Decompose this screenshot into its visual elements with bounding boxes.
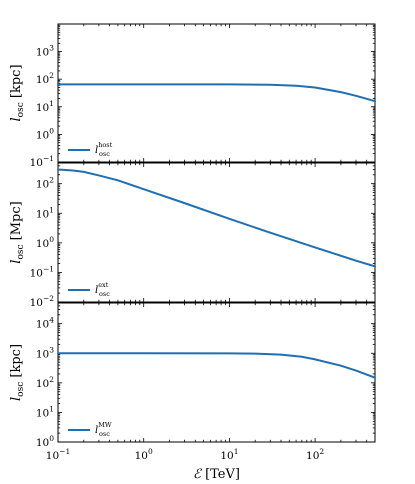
y-tick-label: 102	[36, 176, 54, 191]
y-tick-label: 101	[36, 404, 54, 419]
y-axis-label: losc [Mpc]	[9, 201, 26, 263]
y-tick-label: 10−1	[30, 264, 54, 279]
x-ticks	[57, 163, 376, 302]
y-tick-label: 10−2	[30, 294, 55, 309]
x-tick-label: 100	[135, 447, 153, 462]
x-ticks	[57, 24, 376, 162]
y-tick-label: 102	[36, 71, 54, 86]
series-line	[57, 168, 376, 268]
y-axis-label: losc [kpc]	[9, 344, 26, 401]
legend-label: lhost osc	[95, 141, 113, 158]
y-ticks	[58, 302, 375, 443]
x-ticks	[57, 303, 376, 442]
legend-label: lext osc	[95, 281, 110, 298]
x-axis-label: ℰ [TeV]	[193, 467, 240, 482]
y-tick-label: 103	[36, 345, 54, 360]
y-axis-label: losc [kpc]	[9, 64, 26, 121]
y-tick-label: 104	[36, 316, 54, 331]
panel-1: 10−1 100 101 102 103 losc [kpc] lhost osc	[9, 23, 376, 169]
y-tick-label: 101	[36, 99, 54, 114]
y-tick-label: 101	[36, 205, 54, 220]
y-ticks	[58, 162, 375, 303]
panel-2: 10−2 10−1 100 101 102 losc [Mpc] lext osc	[9, 162, 376, 309]
series-line	[57, 352, 376, 379]
series-line	[57, 83, 376, 103]
x-tick-label: 10−1	[46, 447, 70, 462]
y-tick-label: 103	[36, 44, 54, 59]
x-tick-label: 102	[306, 447, 324, 462]
y-tick-label: 100	[36, 235, 54, 250]
y-ticks	[58, 23, 375, 163]
y-tick-label: 100	[36, 126, 54, 141]
y-tick-label: 10−1	[30, 154, 54, 169]
y-tick-label: 100	[36, 434, 54, 449]
legend-label: lMW osc	[95, 421, 112, 438]
x-tick-label: 101	[220, 447, 238, 462]
y-tick-label: 102	[36, 375, 54, 390]
